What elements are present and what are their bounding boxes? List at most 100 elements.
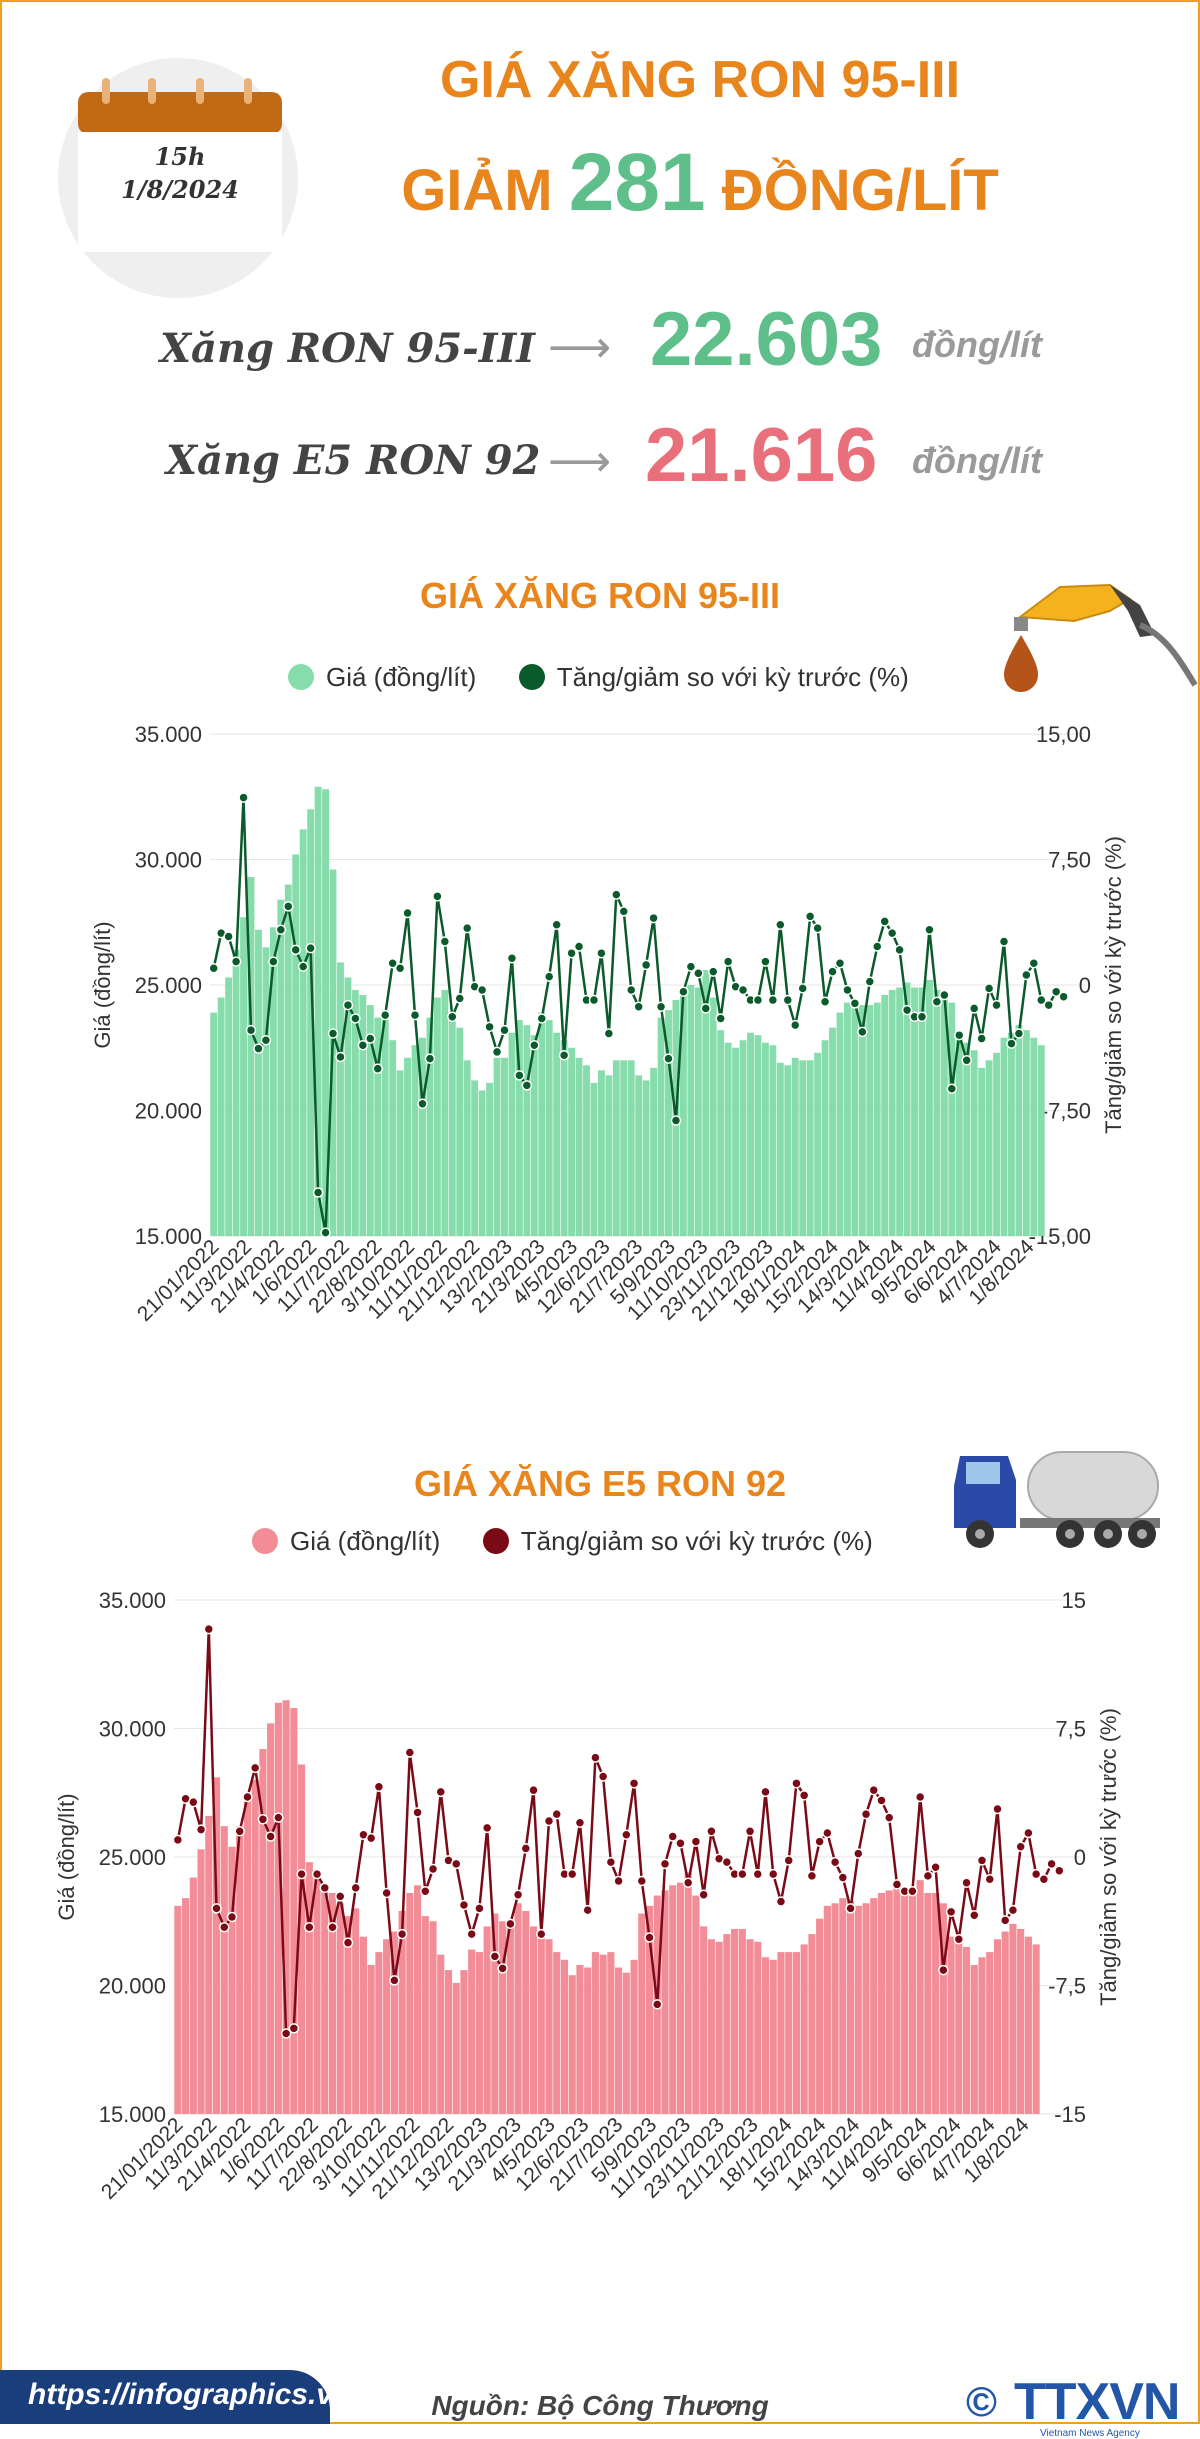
chart2-bar xyxy=(870,1898,878,2114)
chart1-change-point xyxy=(1050,986,1062,997)
chart2-change-point xyxy=(783,1855,794,1866)
chart1-change-point xyxy=(230,956,242,967)
chart2-y-tick: 25.000 xyxy=(99,1845,166,1870)
chart2-bar xyxy=(707,1939,715,2114)
chart1-change-point xyxy=(894,944,905,956)
headline-change: GIẢM 281 ĐỒNG/LÍT xyxy=(340,138,1060,236)
chart1-bar xyxy=(597,1070,605,1236)
chart1-bar xyxy=(575,1057,583,1236)
chart2-bar xyxy=(584,1967,592,2114)
chart1-change-point xyxy=(1036,994,1047,1006)
chart2-change-point xyxy=(853,1848,864,1859)
chart1-legend: Giá (đồng/lít) Tăng/giảm so với kỳ trước… xyxy=(288,662,909,693)
chart2-change-point xyxy=(242,1791,253,1803)
chart1-change-point xyxy=(275,924,287,936)
chart1-change-point xyxy=(968,1003,980,1014)
chart1-bar xyxy=(426,1017,434,1236)
chart2-bar xyxy=(970,1964,978,2114)
chart1-bar xyxy=(1015,1025,1023,1236)
chart1-bar xyxy=(724,1042,732,1236)
price-value-ron95: 22.603 xyxy=(650,297,883,382)
chart2-bar xyxy=(661,1890,669,2114)
chart1-bar xyxy=(873,1002,881,1236)
chart2-change-point xyxy=(412,1807,423,1818)
chart2-change-point xyxy=(219,1921,230,1933)
chart1-bar xyxy=(553,1032,561,1236)
chart2-change-point xyxy=(860,1808,872,1820)
chart2-bar xyxy=(684,1872,692,2114)
chart2-y2-tick: 0 xyxy=(1074,1845,1086,1870)
chart2-y2-tick: 15 xyxy=(1062,1588,1086,1613)
chart1-bar xyxy=(277,899,285,1236)
chart1-y-axis-title: Giá (đồng/lít) xyxy=(90,921,115,1048)
chart1-change-point xyxy=(394,963,406,974)
footer-bar xyxy=(0,2370,330,2424)
chart2-bar xyxy=(638,1913,646,2114)
chart2-change-point xyxy=(334,1891,346,1902)
chart1-change-point xyxy=(387,957,398,969)
chart1-change-point xyxy=(506,952,518,964)
chart2-bar xyxy=(769,1959,777,2114)
chart1-change-point xyxy=(1013,1028,1025,1039)
chart1-change-point xyxy=(819,996,831,1007)
chart1-change-point xyxy=(491,1046,503,1058)
chart1-y-tick: 30.000 xyxy=(135,848,202,873)
chart2-change-point xyxy=(876,1795,887,1806)
footer-url-link[interactable]: https://infographics.vn xyxy=(28,2378,352,2411)
chart2-bar xyxy=(1024,1936,1032,2114)
chart1-bar xyxy=(493,1057,501,1236)
chart1-y2-axis-title: Tăng/giảm so với kỳ trước (%) xyxy=(1101,836,1126,1134)
arrow-right-icon: ⟶ xyxy=(548,437,612,486)
chart1-change-point xyxy=(678,986,689,997)
chart2-y-tick: 35.000 xyxy=(99,1588,166,1613)
chart1-change-point xyxy=(342,999,354,1011)
chart1-change-point xyxy=(760,956,771,967)
chart2-bar xyxy=(723,1934,731,2114)
chart1-change-point xyxy=(663,1053,674,1064)
chart2-change-point xyxy=(342,1937,354,1948)
chart2-change-point xyxy=(945,1906,957,1918)
chart2-change-point xyxy=(690,1836,702,1847)
chart2-change-point xyxy=(234,1826,245,1837)
chart2-bar xyxy=(761,1957,770,2114)
chart1-bar xyxy=(612,1060,620,1236)
chart1-bar xyxy=(791,1057,799,1236)
chart2-change-point xyxy=(961,1877,972,1888)
headline-change-prefix: GIẢM xyxy=(401,158,553,223)
chart2-bar xyxy=(429,1921,437,2114)
chart2-bar xyxy=(901,1887,909,2114)
chart2-bar xyxy=(514,1903,522,2114)
chart1-change-point xyxy=(737,984,749,996)
chart1-bar xyxy=(299,829,307,1236)
ttxvn-logo-subtitle: Vietnam News Agency xyxy=(1040,2428,1140,2439)
chart2-plot: 15.000 20.000 25.000 30.000 35.000 -15 -7,5 0 7,… xyxy=(54,1588,1121,2204)
chart1-bar xyxy=(799,1060,807,1236)
chart1-bar xyxy=(1008,1032,1015,1236)
chart2-bar xyxy=(885,1890,893,2114)
chart1-bar xyxy=(754,1035,762,1236)
chart1-change-point xyxy=(611,889,622,900)
chart2-change-point xyxy=(528,1784,539,1796)
chart1-bar xyxy=(903,982,911,1236)
chart1-bar xyxy=(269,927,277,1236)
chart1-change-point xyxy=(849,998,861,1009)
chart1-change-point xyxy=(991,999,1002,1011)
chart2-bar xyxy=(398,1910,406,2114)
chart1-bar xyxy=(679,992,687,1236)
chart1-change-point xyxy=(536,1013,548,1024)
chart2-change-point xyxy=(296,1868,307,1880)
price-unit-e5: đồng/lít xyxy=(912,440,1042,481)
chart2-bar xyxy=(939,1903,947,2114)
chart1-bar xyxy=(456,1027,464,1236)
chart1-bar xyxy=(396,1070,404,1236)
chart1-bar xyxy=(404,1057,411,1236)
chart2-bar xyxy=(205,1815,213,2114)
chart2-change-point xyxy=(659,1858,671,1870)
chart2-bar xyxy=(189,1877,197,2114)
chart2-bar xyxy=(560,1959,569,2114)
chart1-change-point xyxy=(827,966,838,977)
chart1-bar xyxy=(665,1010,672,1236)
chart1-change-point xyxy=(700,1003,712,1014)
chart2-change-point xyxy=(621,1829,632,1840)
chart1-change-point xyxy=(335,1051,346,1063)
